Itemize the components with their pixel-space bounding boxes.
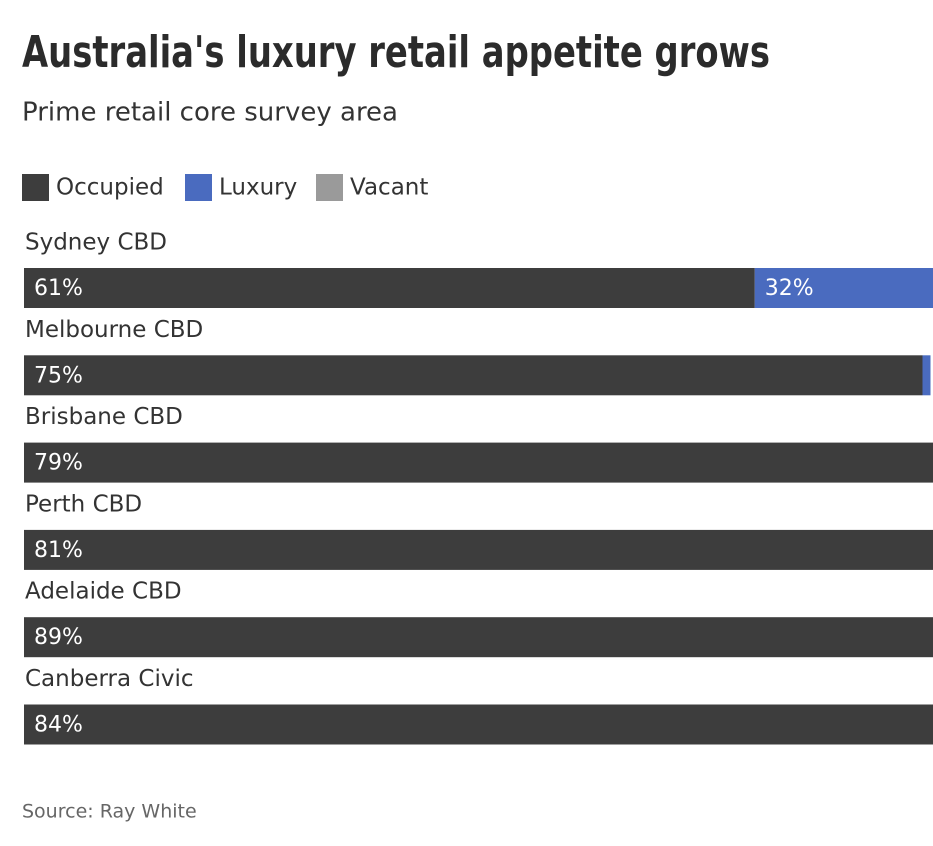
legend-label: Occupied <box>56 175 164 201</box>
category-label: Canberra Civic <box>25 666 194 692</box>
bar-segment <box>24 529 933 570</box>
legend-swatch <box>22 174 49 201</box>
category-label: Brisbane CBD <box>25 404 183 430</box>
legend-swatch <box>185 174 212 201</box>
chart-subtitle: Prime retail core survey area <box>22 98 398 128</box>
category-label: Perth CBD <box>25 491 142 517</box>
category-label: Sydney CBD <box>25 230 167 256</box>
value-label: 84% <box>34 713 83 738</box>
legend-label: Vacant <box>350 175 428 201</box>
bar-segment <box>754 268 933 308</box>
bar-segment <box>922 355 931 396</box>
value-label: 75% <box>34 363 83 388</box>
legend-label: Luxury <box>219 175 297 201</box>
bar-segment <box>24 617 933 658</box>
bar-segment <box>24 704 933 745</box>
bar-segment <box>24 442 933 483</box>
value-label: 81% <box>34 538 83 563</box>
value-label: 89% <box>34 625 83 650</box>
value-label: 32% <box>765 276 814 301</box>
bar-segment <box>24 355 923 396</box>
category-label: Melbourne CBD <box>25 317 203 343</box>
source: Source: Ray White <box>22 801 197 823</box>
chart-title: Australia's luxury retail appetite grows <box>22 27 770 78</box>
legend-swatch <box>316 174 343 201</box>
value-label: 61% <box>34 276 83 301</box>
bar-segment <box>24 268 755 308</box>
value-label: 79% <box>34 451 83 476</box>
category-label: Adelaide CBD <box>25 579 182 605</box>
